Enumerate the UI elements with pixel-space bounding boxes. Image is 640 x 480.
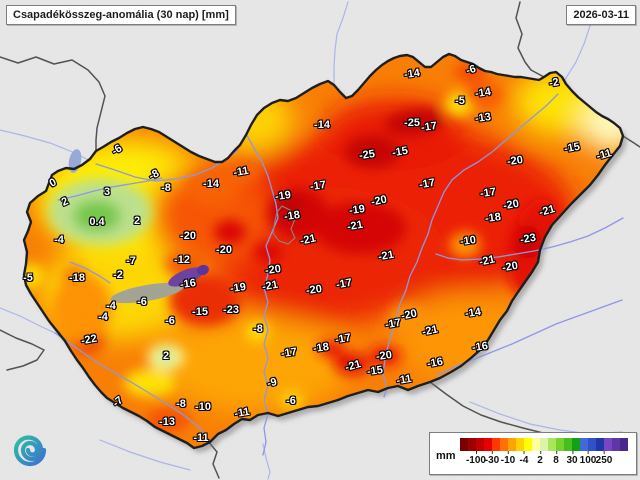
legend-colorbar (460, 438, 628, 451)
map-title: Csapadékösszeg-anomália (30 nap) [mm] (6, 5, 236, 25)
met-logo-icon (10, 430, 50, 470)
legend-tick: -10 (500, 451, 516, 466)
legend-tick: -30 (484, 451, 500, 466)
legend: mm -100 -30 -10 -4 2 8 30 100 250 (429, 432, 637, 475)
map-date: 2026-03-11 (566, 5, 636, 25)
legend-tick: 100 (579, 451, 597, 466)
legend-tick: 2 (537, 451, 543, 466)
legend-tick-row: -100 -30 -10 -4 2 8 30 100 250 (460, 451, 628, 471)
legend-tick: -4 (519, 451, 529, 466)
legend-tick: -100 (465, 451, 486, 466)
legend-unit-label: mm (436, 450, 456, 462)
legend-tick: 30 (566, 451, 578, 466)
legend-tick: 250 (595, 451, 613, 466)
legend-tick: 8 (553, 451, 559, 466)
